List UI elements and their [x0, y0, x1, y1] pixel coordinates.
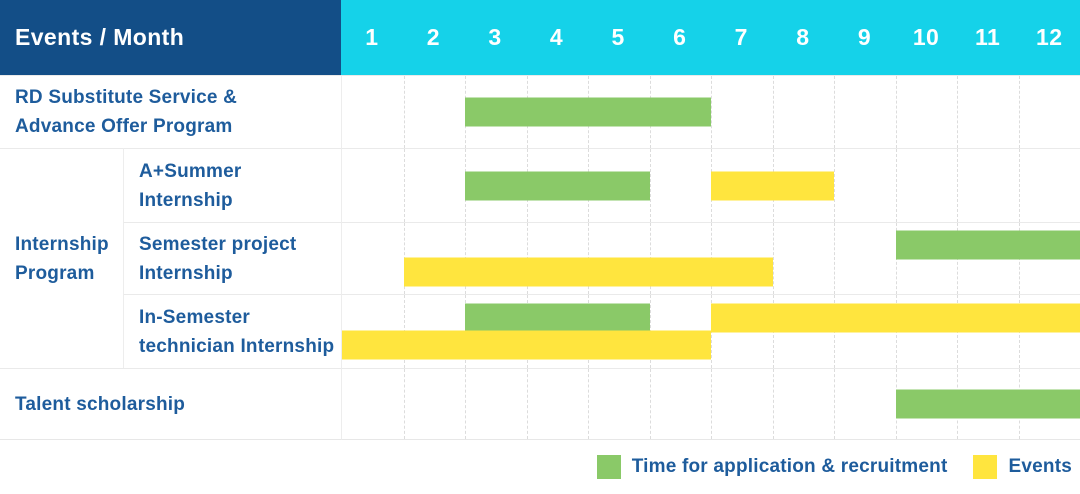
month-gridline: [834, 223, 835, 294]
application-bar: [895, 389, 1080, 419]
group-label-line: Internship: [15, 233, 109, 255]
month-gridline: [711, 369, 712, 439]
application-bar: [465, 97, 711, 127]
application-bar: [895, 230, 1080, 260]
events-bar: [403, 257, 773, 287]
month-gridline: [834, 149, 835, 222]
row-label-line: Internship: [139, 262, 233, 284]
month-gridline: [895, 149, 897, 222]
row-label-line: Internship: [139, 189, 233, 211]
row-label: Talent scholarship: [0, 368, 341, 440]
row-timeline: [341, 368, 1080, 440]
month-header-label: 7: [734, 24, 748, 50]
legend: Time for application & recruitment Events: [0, 440, 1080, 494]
legend-item-application: Time for application & recruitment: [596, 455, 948, 479]
month-gridline: [772, 369, 774, 439]
row-timeline: [341, 148, 1080, 222]
row-label: In-Semester technician Internship: [123, 294, 341, 368]
row-label: Semester project Internship: [123, 222, 341, 294]
month-header-label: 8: [796, 24, 810, 50]
row-label: RD Substitute Service & Advance Offer Pro…: [0, 75, 341, 148]
month-gridline: [588, 369, 589, 439]
month-gridline: [711, 76, 712, 148]
row-label-line: In-Semester: [139, 306, 250, 328]
row-timeline: [341, 75, 1080, 148]
legend-item-events: Events: [973, 455, 1072, 479]
legend-label: Events: [1008, 456, 1072, 477]
month-header-label: 9: [857, 24, 872, 50]
application-bar: [465, 303, 650, 333]
row-label-line: RD Substitute Service &: [15, 87, 238, 108]
row-label-line: Talent scholarship: [15, 393, 186, 415]
month-header-label: 10: [912, 24, 940, 50]
month-header-label: 5: [611, 24, 625, 50]
row-label-line: Semester project: [139, 233, 297, 255]
month-header-row: 1 2 3 4 5 6 7 8 9 10 11 12: [341, 0, 1080, 75]
row-timeline: [341, 222, 1080, 294]
month-gridline: [957, 76, 958, 148]
month-gridline: [957, 149, 958, 222]
row-label: A+Summer Internship: [123, 148, 341, 222]
month-gridline: [649, 149, 651, 222]
month-gridline: [772, 76, 774, 148]
row-label-line: Advance Offer Program: [15, 116, 233, 137]
table-title: Events / Month: [0, 0, 341, 75]
legend-label: Time for application & recruitment: [631, 456, 948, 477]
month-gridline: [1018, 76, 1020, 148]
month-gridline: [772, 223, 774, 294]
group-label: Internship Program: [0, 148, 123, 368]
month-gridline: [834, 369, 835, 439]
month-gridline: [834, 76, 835, 148]
row-label-line: technician Internship: [139, 335, 335, 357]
month-header-label: 11: [975, 24, 1001, 50]
row-label-line: A+Summer: [139, 160, 242, 182]
legend-swatch-application: [596, 455, 621, 479]
month-gridline: [1018, 149, 1020, 222]
legend-swatch-events: [973, 455, 998, 479]
events-bar: [711, 171, 834, 200]
month-header-label: 4: [549, 24, 564, 50]
month-gridline: [526, 369, 528, 439]
month-header-label: 6: [673, 24, 687, 50]
month-header-label: 3: [488, 24, 502, 50]
events-bar: [342, 330, 711, 360]
events-bar: [711, 303, 1080, 333]
gantt-table: Events / Month 1 2 3 4 5 6 7 8 9 10 11 12 RD Substi…: [0, 0, 1080, 440]
month-gridline: [895, 76, 897, 148]
month-header-label: 12: [1036, 24, 1063, 50]
group-label-line: Program: [15, 262, 95, 284]
month-header-label: 1: [365, 24, 379, 50]
row-timeline: [341, 294, 1080, 368]
month-gridline: [403, 149, 405, 222]
application-bar: [465, 171, 650, 200]
month-gridline: [403, 76, 405, 148]
month-gridline: [403, 369, 405, 439]
month-header-label: 2: [426, 24, 440, 50]
month-gridline: [465, 369, 466, 439]
month-gridline: [649, 369, 651, 439]
